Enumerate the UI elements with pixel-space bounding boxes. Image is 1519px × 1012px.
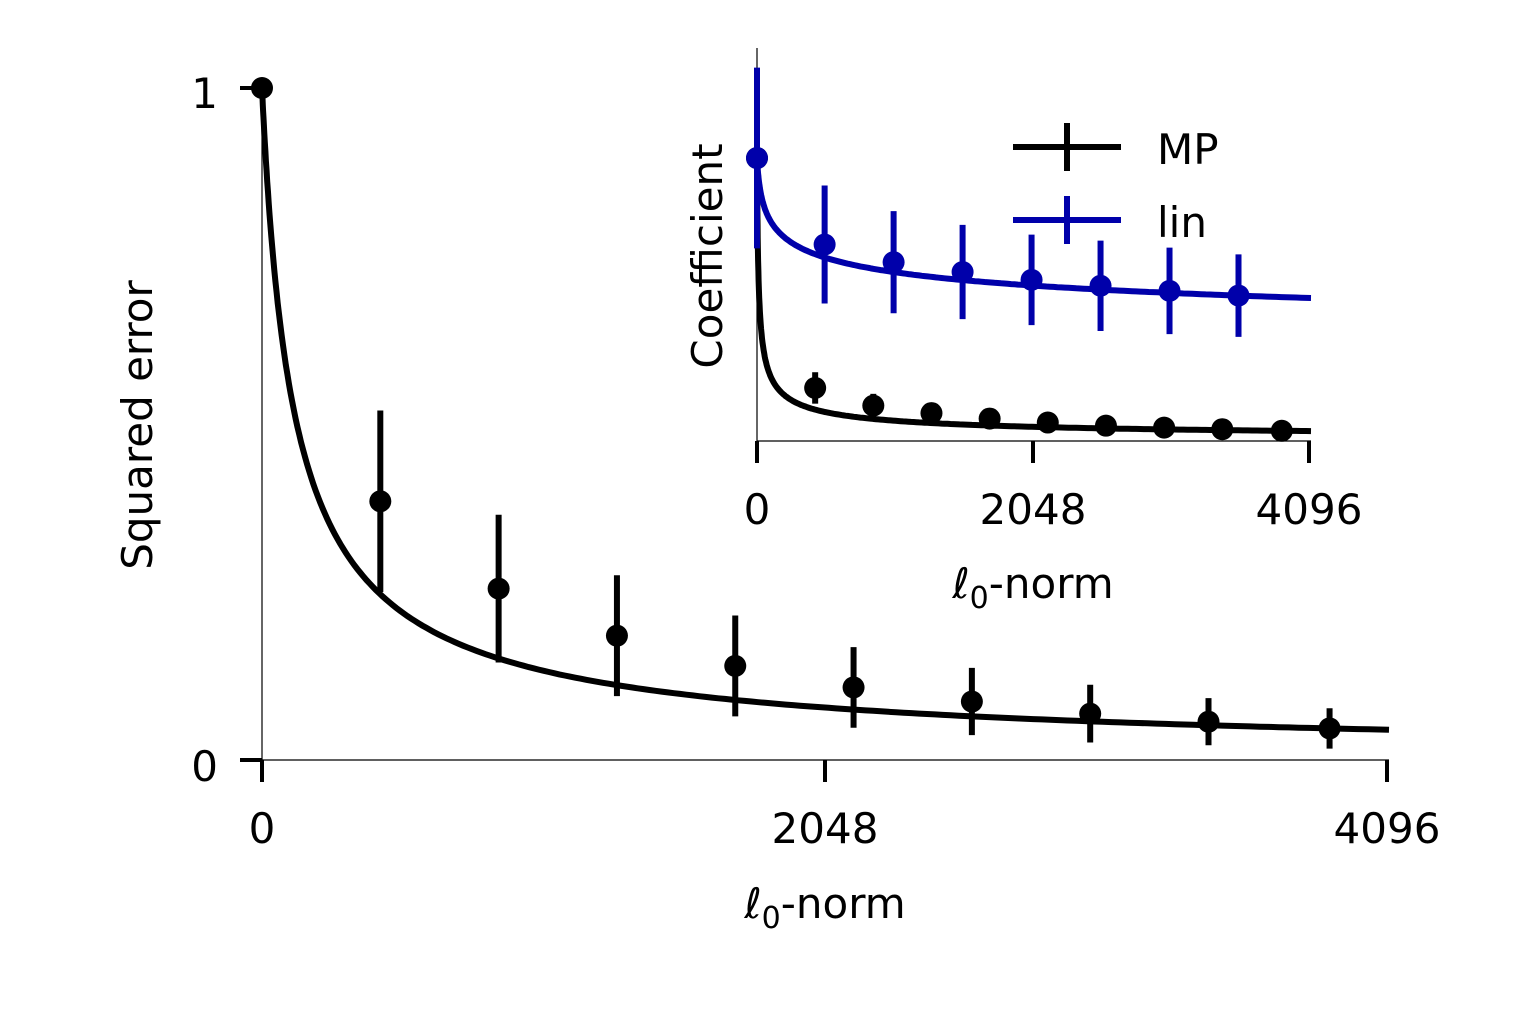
inset-series-mp-point-3 [920,402,943,425]
main-x-axis-title-text: -norm [781,879,906,928]
inset-series-mp-point-5 [1036,411,1059,434]
main-y-axis-title: Squared error [113,279,162,569]
inset-series-mp-point-6 [1094,414,1117,437]
main-series-0-point-8 [1197,710,1220,733]
legend-item-lin: lin [1013,196,1207,247]
main-x-tick-label-2048: 2048 [772,804,879,853]
legend: MP lin [1013,123,1219,247]
main-data-marks [251,77,1390,749]
inset-x-axis-title: ℓ0-norm [951,559,1113,616]
inset-series-mp-point-8 [1211,418,1234,441]
inset-y-axis-title: Coefficient [683,143,732,368]
inset-series-mp-point-7 [1153,416,1176,439]
inset-data-marks [746,67,1312,442]
main-series-0-point-2 [487,577,510,600]
inset-series-mp-point-9 [1270,419,1293,442]
inset-series-lin-point-5 [1089,274,1112,297]
main-series-0-curve [259,88,1390,733]
main-series-0-point-9 [1318,717,1341,740]
legend-label-mp: MP [1157,125,1219,174]
inset-x-tick-label-4096: 4096 [1256,485,1363,534]
main-series-0-point-3 [605,624,628,647]
inset-series-lin-point-3 [951,261,974,284]
main-series-0-point-0 [251,77,273,99]
inset-series-lin-point-6 [1158,279,1181,302]
inset-x-tick-label-2048: 2048 [980,485,1087,534]
inset-series-lin-point-1 [813,233,836,256]
main-x-axis-title-subscript: 0 [762,901,781,936]
main-chart: 0 1 0 2048 4096 ℓ0-norm Squared error [113,69,1440,936]
legend-item-mp: MP [1013,123,1219,174]
main-series-0-point-6 [960,690,983,713]
inset-x-axis-title-symbol: ℓ [951,559,969,608]
main-series-0-point-1 [369,490,392,513]
inset-series-lin-point-2 [882,251,905,274]
legend-label-lin: lin [1157,198,1207,247]
main-x-axis-title-symbol: ℓ [743,879,761,928]
inset-x-tick-label-0: 0 [744,485,771,534]
inset-series-lin-point-7 [1227,284,1250,307]
inset-series-mp-point-2 [862,394,885,417]
main-y-tick-label-1: 1 [191,69,218,118]
inset-series-mp-curve [754,158,1312,435]
inset-series-mp-point-1 [804,376,827,399]
main-series-0-point-5 [842,676,865,699]
inset-chart: 0 2048 4096 ℓ0-norm Coefficient MP lin [683,48,1362,616]
inset-series-lin-point-4 [1020,268,1043,291]
main-x-tick-label-4096: 4096 [1334,804,1441,853]
inset-series-lin-point-0 [746,147,768,170]
main-series-0-point-4 [724,654,747,677]
inset-series-mp-point-4 [978,407,1001,430]
main-series-0-point-7 [1079,702,1102,725]
inset-x-axis-title-subscript: 0 [970,581,989,616]
main-y-tick-label-0: 0 [191,742,218,791]
main-x-axis-title: ℓ0-norm [743,879,905,936]
inset-x-axis-title-text: -norm [989,559,1114,608]
main-x-tick-label-0: 0 [249,804,276,853]
